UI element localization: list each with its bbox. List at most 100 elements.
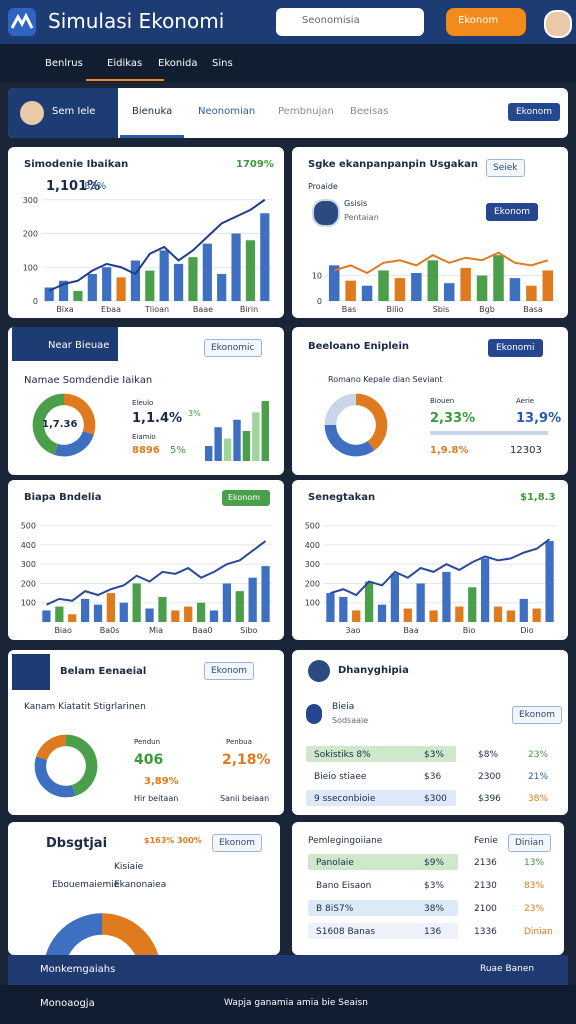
- tab[interactable]: Beeisas: [350, 106, 389, 117]
- bottom-left[interactable]: Monkemgaiahs: [40, 964, 116, 975]
- bar: [106, 593, 116, 622]
- value: 3%: [188, 409, 201, 418]
- profile-name: Sem Iele: [52, 106, 96, 117]
- bottom-right[interactable]: Ruae Banen: [480, 964, 535, 974]
- y-tick-label: 100: [21, 599, 36, 608]
- value: 406: [134, 752, 164, 768]
- dropdown[interactable]: Ekonomi: [488, 339, 543, 357]
- card-title: Pemlegingoiiane: [308, 836, 383, 846]
- card-title: Belam Eenaeial: [60, 666, 147, 677]
- bar: [145, 270, 155, 301]
- dropdown[interactable]: Ekonom: [512, 706, 563, 724]
- x-tick-label: Biao: [54, 626, 72, 635]
- x-tick-label: Sibo: [240, 626, 257, 635]
- bar: [442, 571, 451, 622]
- bar: [116, 277, 126, 301]
- subtitle: Kanam Kiatatit Stigrlarinen: [24, 702, 146, 712]
- footer-center: Wapja ganamia amia bie Seaisn: [224, 998, 368, 1008]
- bar: [526, 285, 537, 301]
- row-label: 9 sseconbioie: [314, 794, 376, 804]
- badge: 1709%: [236, 159, 274, 170]
- tab[interactable]: Pembnujan: [278, 106, 334, 117]
- dropdown[interactable]: Ekonom: [212, 834, 263, 852]
- tab-button[interactable]: Ekonom: [508, 103, 561, 121]
- cell: 83%: [524, 881, 545, 891]
- label: Eiamio: [132, 433, 156, 441]
- bar: [44, 287, 54, 301]
- cell: $36: [424, 772, 442, 782]
- donut: [34, 734, 98, 798]
- bar: [429, 610, 438, 622]
- cell: 136: [424, 927, 442, 937]
- donut-segment: [54, 430, 94, 457]
- dropdown[interactable]: Ekonom: [204, 662, 255, 680]
- cell: 2300: [478, 772, 501, 782]
- card-title: Senegtakan: [308, 492, 376, 503]
- bar: [68, 614, 77, 622]
- x-tick-label: Baae: [193, 305, 213, 314]
- y-tick-label: 400: [305, 541, 320, 550]
- bar: [519, 598, 528, 622]
- avatar[interactable]: [544, 10, 572, 38]
- tab[interactable]: Bienuka: [132, 106, 173, 117]
- bar: [202, 243, 212, 301]
- value: 3,89%: [144, 776, 179, 787]
- bar: [339, 596, 348, 622]
- button[interactable]: Dinian: [508, 834, 551, 852]
- row-bg: [306, 790, 456, 806]
- value: 13,9%: [516, 411, 562, 426]
- dropdown[interactable]: Seiek: [486, 159, 525, 177]
- bar: [509, 278, 521, 301]
- column-header: Fenie: [474, 836, 498, 846]
- row: Ekanonaiea: [114, 880, 167, 890]
- nav-item[interactable]: Ekonida: [158, 58, 198, 69]
- footer-left: Monoaogja: [40, 998, 95, 1009]
- nav-item[interactable]: Benlrus: [45, 58, 83, 69]
- bar: [145, 608, 154, 622]
- header-button-text: Ekonom: [458, 15, 499, 26]
- bar: [345, 280, 356, 301]
- bar: [223, 438, 232, 461]
- bar: [260, 213, 270, 301]
- bar: [460, 267, 471, 301]
- bar: [261, 401, 269, 461]
- bar: [493, 606, 503, 622]
- button[interactable]: Ekonom: [486, 203, 539, 221]
- bar: [173, 263, 184, 301]
- bar: [248, 577, 257, 622]
- row: Kisiaie: [114, 862, 144, 872]
- bar: [130, 260, 141, 301]
- line: [48, 198, 266, 292]
- y-tick-label: 200: [21, 579, 36, 588]
- row-bg: [308, 854, 458, 870]
- bar: [361, 285, 373, 301]
- y-tick-label: 400: [21, 541, 36, 550]
- role: Pentaian: [344, 213, 379, 222]
- x-tick-label: Dio: [520, 626, 533, 635]
- row-bg: [306, 746, 456, 762]
- bar: [55, 606, 64, 622]
- stat: 83%: [84, 181, 107, 192]
- nav-item[interactable]: Sins: [212, 58, 233, 69]
- header-button[interactable]: [446, 8, 526, 36]
- chart: 0 100 200 300 Bixa Ebaa Tlioan Baae Birin: [23, 196, 272, 314]
- card: Pemlegingoiiane Fenie Dinian Panolaie $9%…: [292, 822, 564, 955]
- row-label: Sokistiks 8%: [314, 750, 371, 760]
- bar: [532, 608, 541, 622]
- y-tick-label: 300: [23, 196, 38, 205]
- card-title: Near Bieuae: [48, 340, 110, 351]
- name: Bieia: [332, 702, 355, 712]
- bar: [506, 610, 516, 622]
- y-tick-label: 100: [305, 599, 320, 608]
- card: Belam Eenaeial Ekonom Kanam Kiatatit Sti…: [8, 650, 284, 815]
- row-label: Panolaie: [316, 858, 354, 868]
- tab[interactable]: Neonomian: [198, 106, 256, 117]
- chart: 0 10 Bas Bilio Sbis Bgb Basa: [312, 251, 556, 314]
- dropdown[interactable]: Ekonomic: [204, 339, 262, 357]
- footer: [0, 985, 576, 1024]
- nav-item[interactable]: Eidikas: [107, 58, 143, 69]
- search-box[interactable]: [276, 8, 424, 36]
- badge: Ekonom: [228, 493, 261, 502]
- bar: [184, 606, 193, 622]
